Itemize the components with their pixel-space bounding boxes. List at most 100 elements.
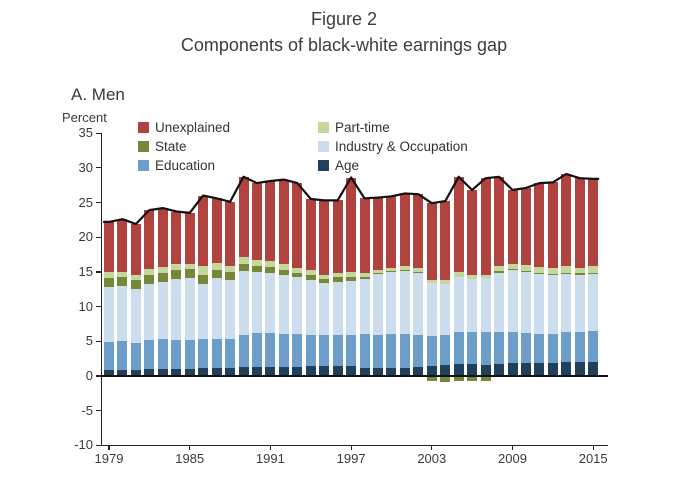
bar-segment [104,278,114,288]
bar-segment [346,276,357,281]
legend-label: Age [335,157,360,173]
bar-segment [157,339,168,370]
bar-segment [426,335,437,366]
legend-swatch-icon [318,159,329,171]
bar-segment [332,281,343,336]
bar-segment [171,340,182,370]
x-tick-label: 2009 [498,451,527,466]
bar-segment [171,269,182,279]
x-tick-mark [108,445,110,450]
bar-segment [278,269,289,276]
bar-segment [561,272,572,274]
x-tick-label: 2003 [417,451,447,466]
x-tick-label: 2015 [578,451,608,466]
bar-segment [117,271,128,277]
bar-segment [265,261,276,268]
bar-segment [399,266,410,270]
legend-item: Industry & Occupation [318,138,468,154]
bar-segment [346,280,357,336]
y-tick-label: -5 [81,402,93,418]
bar-segment [574,273,585,275]
bar-segment [494,272,505,333]
bar-segment [453,271,464,277]
bar-segment [346,271,357,277]
x-tick-mark [350,445,352,450]
bar-segment [104,287,114,342]
bar-segment [373,273,383,274]
bar-segment [157,282,168,340]
y-tick-label: 20 [78,229,93,245]
bar-segment [453,364,464,376]
bar-segment [386,271,397,272]
bar-segment [104,341,114,370]
bar-segment [467,377,478,382]
bar-segment [520,332,531,363]
legend-label: Part-time [335,119,390,135]
bar-segment [359,273,370,277]
legend-item: Part-time [318,119,390,135]
bar-segment [319,200,330,275]
bar-segment [507,269,518,270]
bar-segment [520,271,531,333]
legend-swatch-icon [138,159,149,171]
bar-segment [251,260,262,266]
bar-segment [494,271,505,273]
bar-segment [373,273,383,336]
bar-segment [520,271,531,272]
bar-segment [561,174,572,267]
bar-segment [440,280,451,285]
bar-segment [278,264,289,270]
bar-segment [238,264,249,271]
x-tick-mark [431,445,433,450]
bar-segment [413,366,424,376]
bar-segment [157,267,168,274]
bar-segment [292,277,303,335]
bar-segment [225,339,236,369]
bar-segment [251,183,262,261]
bar-segment [130,342,141,371]
bar-segment [104,272,114,279]
legend-label: Unexplained [155,119,231,135]
bar-segment [494,332,505,365]
bar-segment [453,332,464,365]
x-tick-label: 1997 [336,451,366,466]
legend-label: State [155,138,187,154]
bar-segment [547,182,558,268]
bar-segment [117,285,128,342]
bar-segment [332,335,343,366]
bar-segment [588,178,599,266]
bar-segment [265,273,276,333]
y-tick-mark [96,271,101,273]
bar-segment [346,177,357,272]
y-tick-mark [96,375,101,377]
bar-segment [184,278,195,340]
bar-segment [386,334,397,368]
bar-segment [292,334,303,367]
y-tick-mark [96,236,101,238]
bar-segment [319,366,330,376]
bar-segment [305,366,316,376]
legend-item: State [138,138,187,154]
bar-segment [480,364,491,376]
bar-segment [346,335,357,366]
bar-segment [225,280,236,340]
bar-segment [144,283,155,340]
y-tick-label: 25 [78,194,93,210]
bar-segment [588,362,599,376]
bar-segment [184,263,195,270]
bar-segment [399,334,410,368]
bar-segment [426,283,437,336]
bar-segment [480,377,491,381]
zero-baseline [101,375,608,377]
bar-segment [453,176,464,272]
bar-segment [386,271,397,335]
bar-segment [238,335,249,368]
bar-segment [198,195,209,267]
bar-segment [265,180,276,262]
bar-segment [574,331,585,363]
legend-label: Industry & Occupation [335,138,468,154]
bar-segment [480,178,491,276]
y-tick-mark [96,201,101,204]
bar-segment [386,367,397,376]
y-tick-mark [96,132,101,134]
